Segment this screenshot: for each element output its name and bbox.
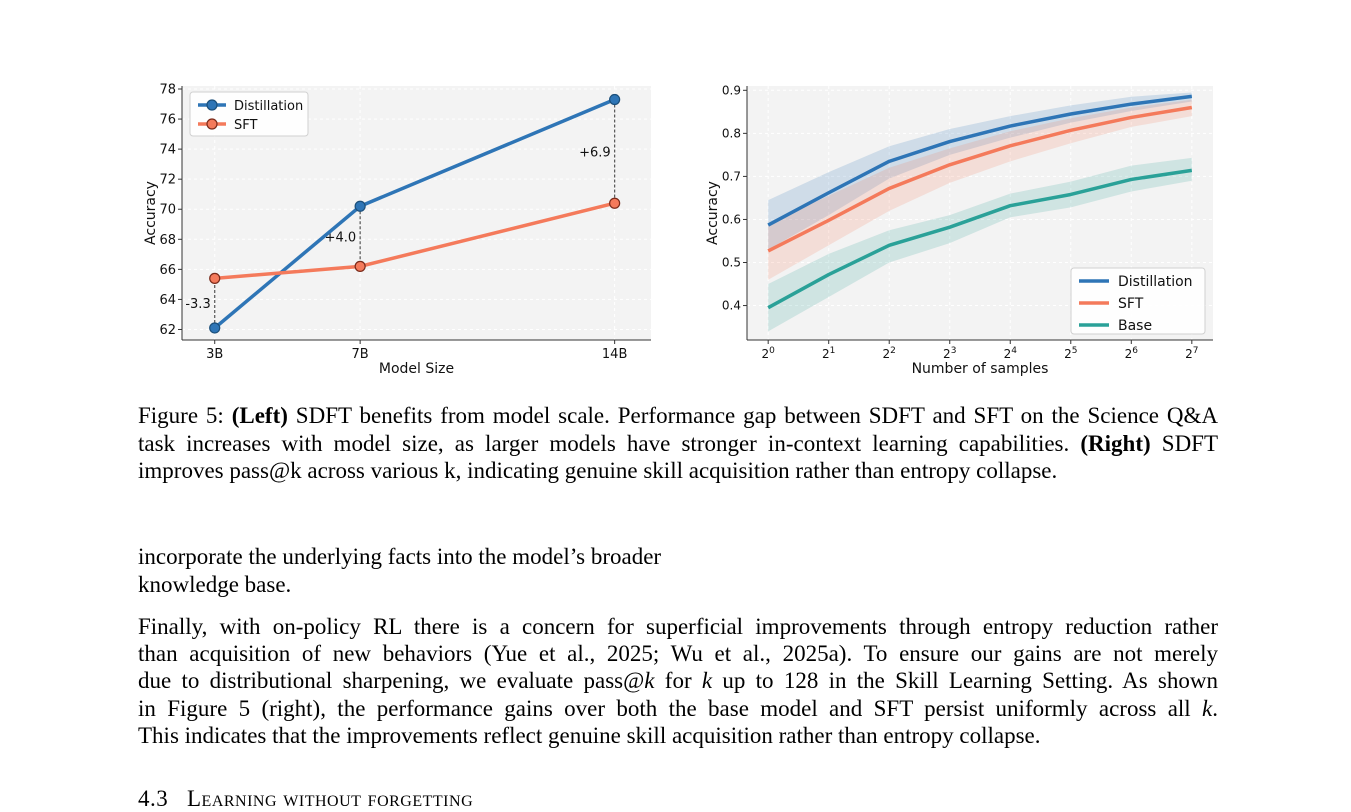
paragraph-continuation: incorporate the underlying facts into th…: [138, 543, 738, 598]
series-line: [767, 94, 1193, 227]
paragraph-pass-at-k: Finally, with on-policy RL there is a co…: [138, 613, 1218, 749]
confidence-band: [768, 99, 1192, 280]
legend-box: [1070, 267, 1206, 335]
x-tick-exponent: 3: [951, 346, 957, 356]
data-point: [354, 200, 366, 212]
legend-marker: [206, 118, 218, 130]
y-tick-label: 0.8: [722, 126, 741, 140]
data-point: [354, 260, 366, 272]
text-run: up to 128 in the Skill Learning Setting.…: [712, 668, 1218, 694]
figure-caption: Figure 5: (Left) SDFT benefits from mode…: [138, 402, 1218, 485]
caption-right-tag: (Right): [1080, 430, 1151, 456]
y-tick-label: 0.4: [722, 299, 741, 313]
paragraph-line: due to distributional sharpening, we eva…: [138, 667, 1218, 694]
y-tick-label: 76: [159, 113, 176, 128]
section-number: 4.3: [138, 786, 169, 811]
x-tick-label: 26: [1125, 346, 1139, 361]
left-chart-model-scale: 62 64 66 68 70 72 74 76 78 3B 7B 14B Model Size Accur…: [143, 83, 651, 377]
legend-label: Distillation: [234, 99, 303, 114]
x-tick-exponent: 1: [830, 346, 836, 356]
math-k: k: [701, 668, 713, 694]
x-tick-exponent: 0: [769, 346, 775, 356]
series-line: [767, 168, 1193, 310]
y-tick-label: 68: [159, 233, 176, 248]
caption-left-text: SDFT benefits from model scale. Performa…: [138, 403, 1219, 456]
x-tick-label: 14B: [602, 347, 627, 362]
series-line: [767, 105, 1193, 253]
y-axis-label: Accuracy: [143, 181, 159, 245]
y-tick-label: 0.7: [722, 169, 741, 183]
gap-annotation: +4.0: [325, 230, 357, 245]
text-run: in Figure 5 (right), the performance gai…: [138, 695, 1203, 721]
x-tick-exponent: 5: [1072, 346, 1078, 356]
paragraph-line: than acquisition of new behaviors (Yue e…: [138, 641, 1218, 667]
y-tick-label: 64: [159, 293, 176, 308]
y-tick-label: 72: [159, 173, 176, 188]
gap-annotation: +6.9: [579, 145, 611, 160]
paragraph-line: Finally, with on-policy RL there is a co…: [138, 614, 1218, 639]
caption-left-tag: (Left): [231, 403, 288, 428]
x-tick-label: 3B: [206, 347, 223, 362]
y-tick-label: 74: [159, 143, 176, 158]
section-title: Learning without forgetting: [187, 786, 474, 811]
legend-label: SFT: [234, 118, 258, 133]
y-tick-label: 78: [159, 83, 176, 98]
x-tick-label: 24: [1004, 346, 1018, 361]
x-tick-label: 22: [883, 346, 896, 361]
data-point: [609, 197, 621, 209]
math-k: k: [644, 668, 655, 694]
x-tick-exponent: 6: [1132, 346, 1138, 356]
legend-label: SFT: [1118, 296, 1144, 312]
confidence-band: [768, 157, 1192, 332]
x-axis-label: Model Size: [379, 361, 454, 377]
x-tick-label: 20: [761, 346, 775, 361]
y-tick-label: 0.9: [722, 83, 741, 97]
x-tick-label: 7B: [352, 347, 369, 362]
legend-label: Distillation: [1118, 274, 1193, 290]
legend-label: Base: [1118, 318, 1152, 334]
y-tick-label: 0.6: [722, 212, 741, 226]
paragraph-line: incorporate the underlying facts into th…: [138, 544, 662, 569]
x-axis-label: Number of samples: [912, 361, 1049, 377]
paragraph-line: in Figure 5 (right), the performance gai…: [138, 695, 1218, 722]
x-tick-label: 23: [943, 346, 956, 361]
caption-right-text: SDFT improves pass@k across various k, i…: [138, 430, 1219, 484]
y-axis-label: Accuracy: [705, 181, 721, 245]
x-tick-exponent: 4: [1011, 346, 1017, 356]
gap-annotation: -3.3: [185, 297, 210, 312]
text-run: .: [1212, 695, 1218, 721]
data-point: [209, 322, 221, 334]
paragraph-line: This indicates that the improvements ref…: [138, 722, 1041, 748]
x-tick-exponent: 7: [1193, 346, 1199, 356]
x-tick-label: 27: [1185, 346, 1198, 361]
x-tick-label: 25: [1064, 346, 1077, 361]
y-tick-label: 62: [159, 323, 176, 338]
text-run: for: [654, 668, 702, 694]
math-k: k: [1202, 695, 1213, 721]
x-tick-exponent: 2: [890, 346, 896, 356]
y-tick-label: 70: [159, 203, 176, 218]
data-point: [609, 93, 621, 106]
legend-marker: [206, 99, 218, 111]
confidence-band: [768, 92, 1192, 250]
data-point: [209, 272, 221, 284]
text-run: due to distributional sharpening, we eva…: [138, 668, 645, 694]
y-tick-label: 0.5: [722, 256, 741, 270]
right-chart-pass-at-k: 0.40.50.60.70.80.920 21 22 23 24 25 26 27Number…: [705, 83, 1213, 377]
x-tick-label: 21: [822, 346, 835, 361]
section-heading: 4.3 Learning without forgetting: [138, 786, 473, 812]
y-tick-label: 66: [159, 263, 176, 278]
paragraph-line: knowledge base.: [138, 571, 292, 597]
caption-label: Figure 5:: [138, 403, 224, 428]
